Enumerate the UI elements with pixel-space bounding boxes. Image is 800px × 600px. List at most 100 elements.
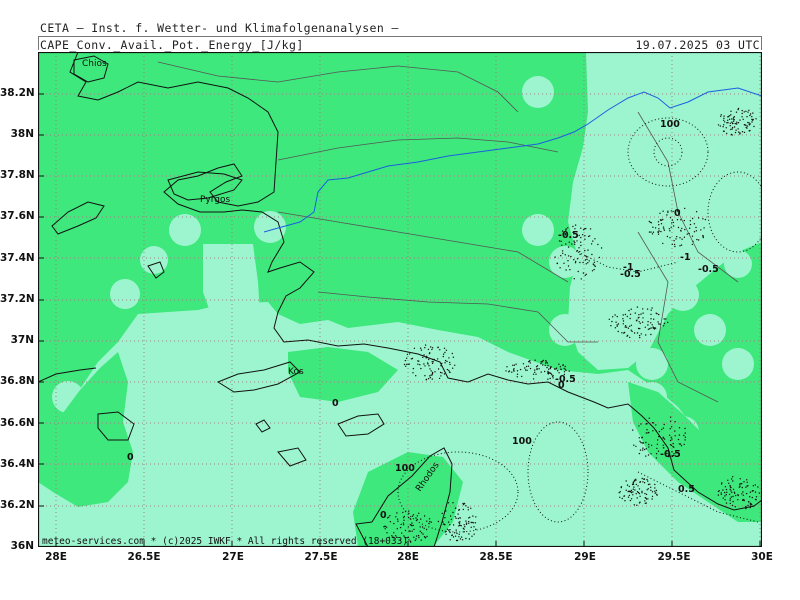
stipple-dot — [731, 121, 733, 123]
stipple-dot — [678, 210, 681, 212]
stipple-dot — [663, 447, 665, 449]
stipple-dot — [420, 539, 422, 541]
stipple-dot — [429, 520, 431, 523]
stipple-dot — [541, 360, 544, 362]
stipple-dot — [747, 111, 749, 113]
contour-label: -0.5 — [558, 230, 579, 241]
stipple-dot — [422, 356, 424, 359]
stipple-dot — [404, 536, 407, 539]
stipple-dot — [422, 533, 424, 535]
cape-low-patch-rhodos — [353, 452, 463, 547]
stipple-dot — [412, 524, 414, 527]
stipple-dot — [674, 435, 676, 437]
stipple-dot — [445, 510, 447, 512]
stipple-dot — [540, 363, 542, 365]
stipple-dot — [515, 363, 517, 365]
stipple-dot — [731, 122, 734, 125]
contour-label: -1 — [680, 252, 691, 263]
stipple-dot — [454, 535, 457, 537]
stipple-dot — [639, 501, 641, 503]
stipple-dot — [755, 118, 757, 120]
stipple-dot — [423, 354, 425, 356]
stipple-dot — [731, 118, 733, 120]
stipple-dot — [425, 528, 428, 531]
stipple-dot — [449, 363, 451, 366]
stipple-dot — [758, 492, 760, 494]
stipple-dot — [426, 520, 428, 522]
lon-tick-label: 28.5E — [479, 551, 513, 563]
stipple-dot — [658, 224, 660, 226]
map-panel: Chios Pyrgos Kos Rhodos 0 -0.5 -1 -0.5 -… — [38, 52, 762, 547]
stipple-dot — [662, 444, 664, 446]
stipple-dot — [631, 330, 633, 333]
stipple-dot — [739, 478, 741, 480]
stipple-dot — [424, 537, 427, 539]
stipple-dot — [621, 497, 623, 500]
stipple-dot — [752, 505, 754, 507]
stipple-dot — [416, 518, 419, 521]
stipple-dot — [570, 255, 572, 258]
stipple-dot — [427, 378, 430, 380]
stipple-dot — [458, 533, 460, 535]
cape-cell — [667, 279, 699, 311]
stipple-dot — [735, 129, 737, 131]
stipple-dot — [534, 359, 536, 361]
stipple-dot — [615, 321, 617, 323]
stipple-dot — [425, 357, 427, 359]
contour-label: -0.5 — [660, 449, 681, 460]
stipple-dot — [545, 362, 547, 364]
stipple-dot — [441, 372, 443, 374]
stipple-dot — [643, 482, 646, 484]
stipple-dot — [408, 512, 410, 515]
stipple-dot — [608, 318, 610, 320]
stipple-dot — [564, 254, 566, 256]
stipple-dot — [534, 369, 536, 371]
stipple-dot — [729, 485, 731, 487]
stipple-dot — [546, 362, 548, 364]
stipple-dot — [402, 516, 405, 519]
stipple-dot — [424, 365, 426, 367]
stipple-dot — [594, 238, 596, 240]
stipple-dot — [738, 486, 741, 488]
stipple-dot — [555, 367, 558, 369]
stipple-dot — [630, 329, 632, 331]
stipple-dot — [648, 443, 650, 446]
stipple-dot — [635, 483, 637, 486]
contour-label: 100 — [395, 463, 415, 474]
stipple-dot — [437, 520, 440, 523]
stipple-dot — [726, 491, 728, 493]
stipple-dot — [742, 499, 744, 502]
stipple-dot — [407, 363, 409, 365]
stipple-dot — [512, 369, 515, 371]
stipple-dot — [639, 481, 641, 483]
stipple-dot — [648, 446, 650, 448]
stipple-dot — [662, 436, 664, 438]
stipple-dot — [689, 220, 691, 222]
stipple-dot — [678, 434, 681, 436]
stipple-dot — [732, 480, 734, 482]
stipple-dot — [662, 325, 665, 327]
stipple-dot — [447, 521, 450, 523]
stipple-dot — [424, 347, 426, 349]
stipple-dot — [614, 327, 617, 329]
stipple-dot — [431, 372, 434, 375]
stipple-dot — [452, 524, 455, 526]
lat-tick-label: 36.4N — [0, 458, 35, 470]
stipple-dot — [751, 121, 753, 123]
stipple-dot — [553, 368, 556, 370]
stipple-dot — [673, 243, 676, 246]
stipple-dot — [645, 497, 647, 499]
stipple-dot — [663, 423, 665, 426]
stipple-dot — [735, 123, 738, 125]
stipple-dot — [696, 238, 698, 241]
stipple-dot — [513, 364, 516, 366]
stipple-dot — [437, 346, 439, 349]
stipple-dot — [743, 111, 745, 113]
stipple-dot — [745, 124, 747, 127]
cape-cell — [522, 214, 554, 246]
stipple-dot — [460, 536, 463, 538]
stipple-dot — [628, 485, 630, 488]
stipple-dot — [535, 366, 538, 368]
stipple-dot — [637, 327, 640, 330]
stipple-dot — [408, 363, 410, 365]
